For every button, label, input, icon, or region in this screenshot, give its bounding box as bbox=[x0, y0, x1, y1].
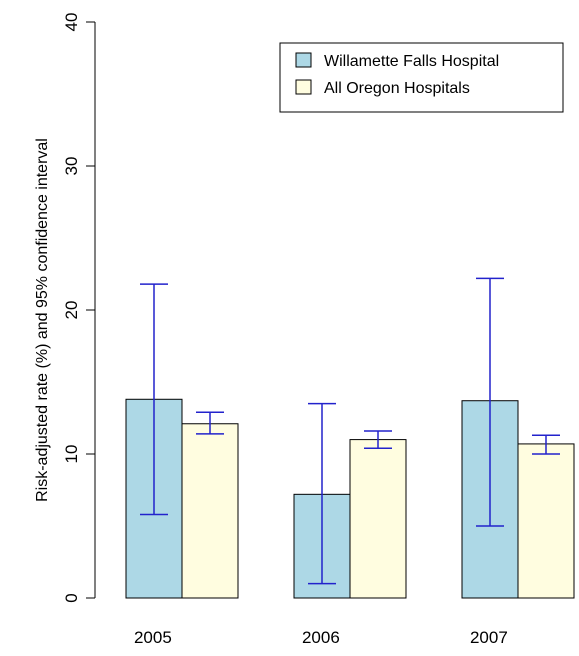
error-bars bbox=[140, 277, 560, 585]
x-tick-label: 2006 bbox=[302, 628, 340, 647]
y-tick-label: 20 bbox=[62, 301, 81, 320]
y-tick-label: 10 bbox=[62, 445, 81, 464]
legend-swatch bbox=[295, 52, 312, 68]
y-axis-title: Risk-adjusted rate (%) and 95% confidenc… bbox=[34, 138, 51, 502]
y-tick-label: 30 bbox=[62, 157, 81, 176]
bar-oregon-2005 bbox=[181, 423, 239, 599]
legend: Willamette Falls Hospital All Oregon Hosp… bbox=[279, 42, 564, 113]
bars bbox=[125, 398, 575, 599]
legend-label: Willamette Falls Hospital bbox=[324, 53, 499, 70]
y-tick-label: 0 bbox=[62, 593, 81, 602]
legend-box bbox=[279, 42, 564, 113]
x-tick-label: 2007 bbox=[470, 628, 508, 647]
legend-label: All Oregon Hospitals bbox=[324, 80, 470, 97]
legend-swatch bbox=[295, 79, 312, 95]
bar-oregon-2006 bbox=[349, 439, 407, 599]
x-tick-label: 2005 bbox=[134, 628, 172, 647]
x-tick-labels: 2005 2006 2007 bbox=[134, 628, 508, 647]
y-tick-label: 40 bbox=[62, 13, 81, 32]
y-axis: 0 10 20 30 40 bbox=[62, 13, 96, 603]
bar-oregon-2007 bbox=[517, 443, 575, 599]
